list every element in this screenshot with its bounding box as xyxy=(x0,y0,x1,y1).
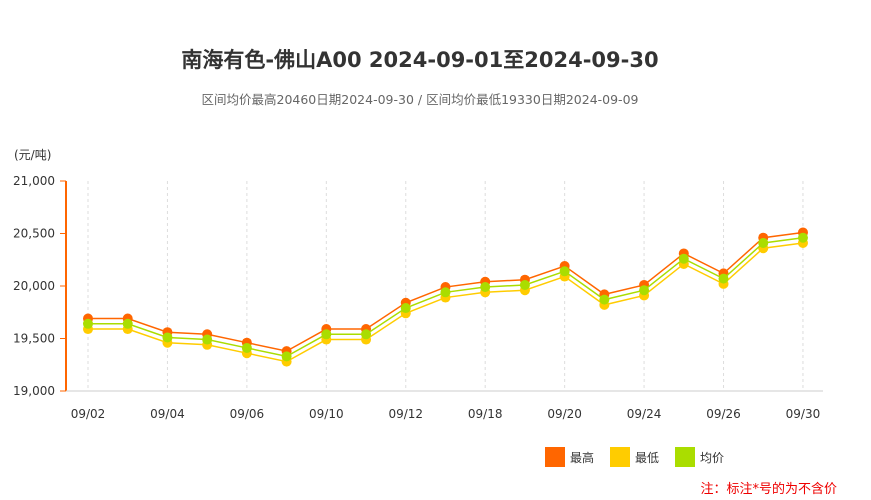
legend-item-high[interactable]: 最高 xyxy=(545,447,594,467)
x-tick-label: 09/06 xyxy=(230,407,265,421)
legend-swatch xyxy=(610,447,631,467)
data-point xyxy=(281,351,292,362)
legend-label: 均价 xyxy=(700,450,725,465)
x-tick-label: 09/12 xyxy=(388,407,423,421)
x-tick-label: 09/20 xyxy=(547,407,582,421)
data-point xyxy=(321,329,332,340)
x-tick-label: 09/24 xyxy=(627,407,662,421)
legend-swatch xyxy=(675,447,696,467)
data-point xyxy=(162,332,173,343)
x-tick-label: 09/18 xyxy=(468,407,503,421)
data-point xyxy=(241,342,252,353)
x-tick-label: 09/30 xyxy=(786,407,821,421)
footnote: 注：标注*号的为不含价 xyxy=(700,482,837,497)
x-tick-label: 09/04 xyxy=(150,407,185,421)
x-tick-label: 09/02 xyxy=(71,407,106,421)
data-point xyxy=(519,279,530,290)
legend-swatch xyxy=(545,447,565,467)
data-point xyxy=(797,232,808,243)
data-point xyxy=(83,318,93,329)
x-tick-label: 09/10 xyxy=(309,407,344,421)
y-tick-label: 19,000 xyxy=(13,384,55,398)
chart-title: 南海有色-佛山A00 2024-09-01至2024-09-30 xyxy=(181,48,659,72)
data-point xyxy=(639,285,650,296)
y-tick-label: 21,000 xyxy=(13,174,55,188)
data-point xyxy=(361,329,372,340)
y-tick-label: 20,000 xyxy=(13,279,55,293)
x-tick-label: 09/26 xyxy=(706,407,741,421)
data-point xyxy=(480,282,491,293)
y-axis-unit: (元/吨) xyxy=(14,148,52,162)
y-tick-label: 20,500 xyxy=(13,227,55,241)
data-point xyxy=(122,318,133,329)
data-point xyxy=(758,237,769,248)
data-point xyxy=(400,303,411,314)
data-point xyxy=(599,294,610,305)
data-point xyxy=(559,266,570,277)
legend-label: 最低 xyxy=(635,450,660,465)
legend-item-low[interactable]: 最低 xyxy=(610,447,659,467)
legend-item-avg[interactable]: 均价 xyxy=(675,447,724,467)
legend-label: 最高 xyxy=(570,450,595,465)
data-point xyxy=(202,334,213,345)
chart-subtitle: 区间均价最高20460日期2024-09-30 / 区间均价最低19330日期2… xyxy=(201,92,639,107)
legend: 最高 最低 均价 xyxy=(545,447,724,467)
data-point xyxy=(718,273,729,284)
y-tick-label: 19,500 xyxy=(13,332,55,346)
data-point xyxy=(678,253,689,264)
data-point xyxy=(440,287,451,298)
